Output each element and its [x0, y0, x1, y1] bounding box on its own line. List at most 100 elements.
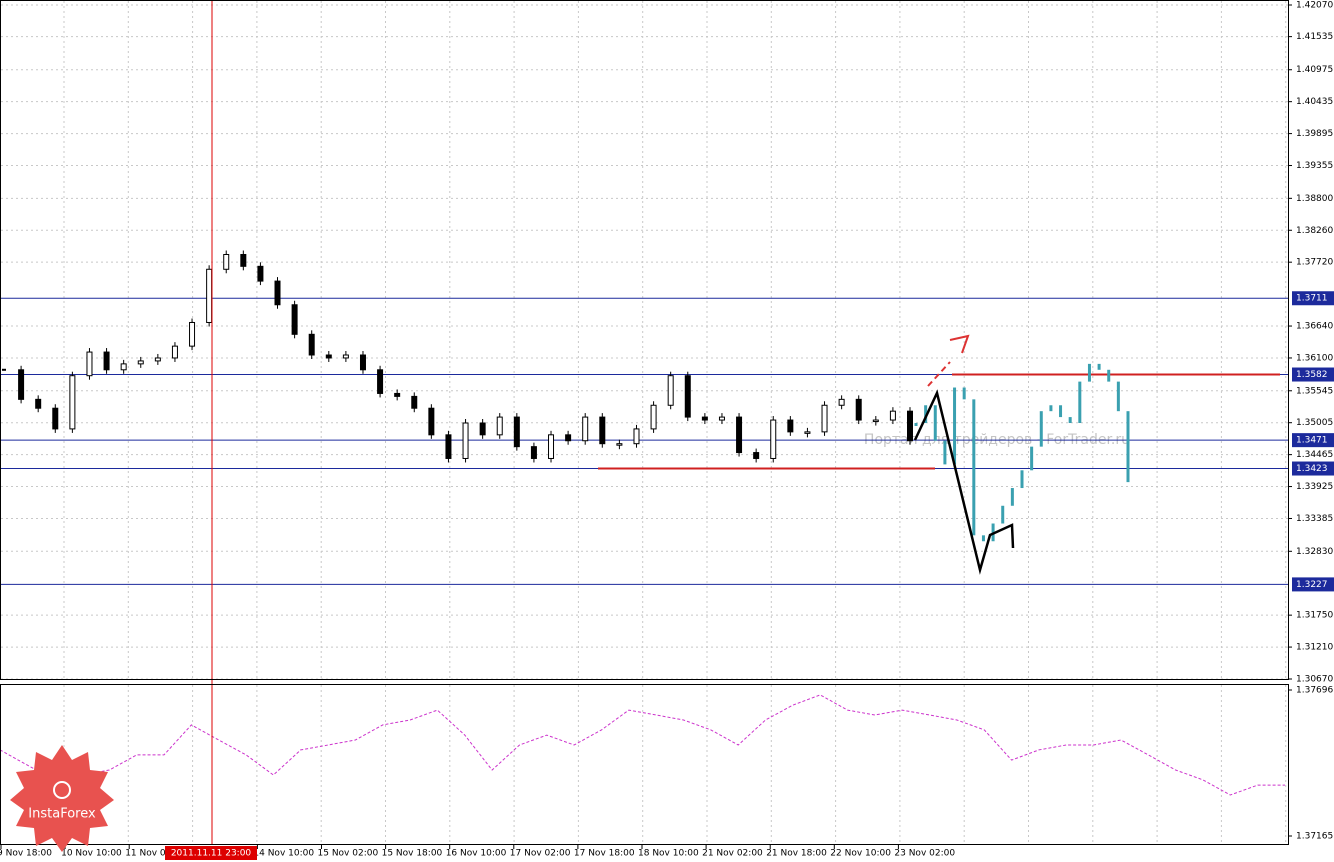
level-label: 1.3582 — [1296, 370, 1328, 380]
forecast-bar — [1059, 405, 1063, 418]
level-label: 1.3227 — [1296, 580, 1328, 590]
candle-body — [257, 265, 264, 282]
forecast-bar — [933, 405, 937, 441]
candle-body — [394, 392, 401, 397]
candle-body — [530, 446, 537, 459]
forecast-bar — [1087, 363, 1091, 382]
level-label-box — [1292, 291, 1334, 306]
y-tick-label: 1.38800 — [1296, 194, 1333, 204]
candle-body — [223, 253, 230, 270]
candle-body — [582, 416, 589, 442]
forecast-bar — [1107, 369, 1111, 382]
candle-body — [548, 434, 555, 459]
candle-body — [274, 280, 281, 306]
candle-body — [377, 369, 384, 394]
candle-body — [718, 416, 725, 421]
forecast-bar — [972, 399, 976, 536]
y-tick-label: 1.40975 — [1296, 65, 1333, 75]
candle-body — [103, 351, 110, 371]
logo-icon — [53, 781, 71, 799]
candle-body — [787, 419, 794, 433]
x-tick-label: 23 Nov 02:00 — [894, 849, 955, 859]
y-tick-label: 1.34465 — [1296, 450, 1333, 460]
y-tick-label: 1.35005 — [1296, 418, 1333, 428]
candle-body — [650, 404, 657, 430]
x-tick-label: 16 Nov 10:00 — [446, 849, 507, 859]
level-label: 1.3471 — [1296, 436, 1328, 446]
y-tick-label: 1.33385 — [1296, 514, 1333, 524]
candle-body — [120, 363, 127, 371]
x-tick-label: 21 Nov 18:00 — [766, 849, 827, 859]
level-label-box — [1292, 433, 1334, 448]
candle-body — [18, 369, 25, 400]
candle-body — [154, 357, 161, 362]
y-tick-label: 1.39895 — [1296, 129, 1333, 139]
indicator-frame — [0, 684, 1289, 845]
x-tick-label: 17 Nov 18:00 — [574, 849, 635, 859]
candle-body — [445, 434, 452, 459]
candle-body — [52, 407, 59, 430]
candle-body — [35, 398, 42, 409]
x-tick-label: 18 Nov 10:00 — [638, 849, 699, 859]
candle-body — [206, 268, 213, 323]
candle-body — [872, 419, 879, 423]
y-tick-label: 1.38260 — [1296, 226, 1333, 236]
forecast-bar — [924, 405, 928, 423]
forecast-bar — [1030, 446, 1034, 471]
logo-text: InstaForex — [28, 807, 96, 822]
candle-body — [342, 354, 349, 359]
forecast-arrow — [927, 361, 951, 387]
x-tick-label: 21 Nov 02:00 — [702, 849, 763, 859]
y-tick-label: 1.40435 — [1296, 97, 1333, 107]
candle-body — [189, 321, 196, 347]
candle-body — [171, 345, 178, 359]
cursor-label-box — [165, 846, 257, 860]
candle-body — [359, 354, 366, 371]
candle-body — [821, 404, 828, 433]
x-tick-label: 15 Nov 18:00 — [382, 849, 443, 859]
candle-body — [496, 416, 503, 436]
y-tick-label: 1.35545 — [1296, 386, 1333, 396]
candle-body — [479, 422, 486, 436]
candle-body — [855, 398, 862, 421]
forecast-bar — [1020, 470, 1024, 489]
level-label-box — [1292, 461, 1334, 476]
y-tick-label: 1.30670 — [1296, 675, 1333, 685]
candle-body — [411, 395, 418, 409]
candle-body — [325, 354, 332, 359]
candle-body — [701, 416, 708, 421]
candle-body — [753, 452, 760, 459]
candle-body — [667, 375, 674, 406]
candle-body — [633, 428, 640, 445]
main-frame — [0, 0, 1289, 680]
x-tick-label: 22 Nov 10:00 — [830, 849, 891, 859]
candle-body — [86, 351, 93, 377]
x-tick-label: 17 Nov 02:00 — [510, 849, 571, 859]
candle-body — [838, 398, 845, 406]
indicator-line — [0, 694, 1285, 796]
x-tick-label: 11 Nov 02:00 — [125, 849, 186, 859]
candle-body — [804, 431, 811, 434]
forecast-bar — [1068, 417, 1072, 423]
y-tick-label: 1.36100 — [1296, 353, 1333, 363]
candle-body — [462, 422, 469, 459]
forecast-bar — [1049, 405, 1053, 412]
marks — [0, 250, 1288, 796]
candle-body — [308, 333, 315, 356]
y-tick-label: 1.31210 — [1296, 643, 1333, 653]
candle-body — [137, 360, 144, 365]
candle-body — [69, 375, 76, 430]
y-tick-label: 1.37720 — [1296, 258, 1333, 268]
x-tick-label: 10 Nov 10:00 — [61, 849, 122, 859]
y-tick-label: 1.31750 — [1296, 611, 1333, 621]
forecast-bar — [1097, 363, 1101, 370]
y-tick-label: 1.33925 — [1296, 482, 1333, 492]
level-label-box — [1292, 577, 1334, 592]
candle-body — [770, 419, 777, 459]
candle-body — [240, 253, 247, 267]
forecast-bar — [1116, 381, 1120, 412]
candle-body — [428, 407, 435, 436]
forecast-bar — [953, 387, 957, 465]
